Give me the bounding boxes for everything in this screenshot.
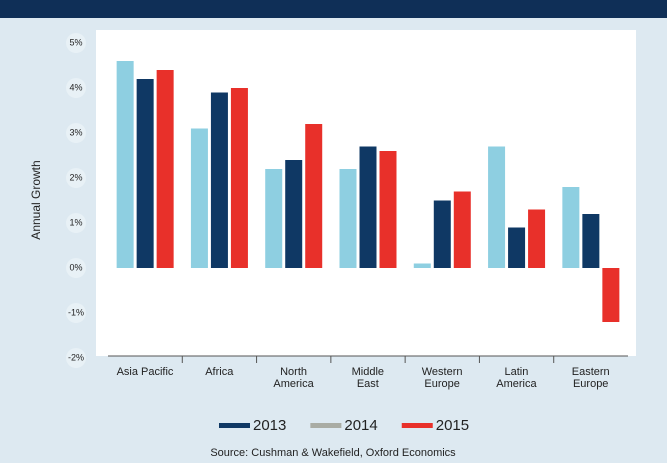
y-tick-label: 4%: [69, 82, 82, 92]
y-tick-badge: [66, 78, 86, 98]
x-tick-label: Asia Pacific: [116, 366, 174, 378]
y-tick-label: 2%: [69, 172, 82, 182]
y-tick-badge: [66, 33, 86, 53]
bar: [116, 61, 134, 268]
bar: [339, 169, 357, 268]
legend-swatch: [219, 423, 250, 428]
bar: [433, 200, 451, 268]
legend-swatch: [401, 423, 433, 428]
bar: [359, 146, 377, 268]
x-tick-label: Western Europe: [421, 366, 463, 390]
bar: [230, 88, 248, 268]
y-tick-label: 0%: [69, 262, 82, 272]
header-bar: [0, 0, 667, 18]
bar: [562, 187, 580, 268]
bar: [265, 169, 283, 268]
bar: [582, 214, 600, 268]
x-tick-label: Africa: [205, 366, 234, 378]
bar: [136, 79, 154, 268]
bar: [528, 209, 546, 268]
legend-label: 2015: [436, 417, 469, 434]
y-axis-label: Annual Growth: [29, 160, 43, 239]
y-tick-badge: [66, 213, 86, 233]
x-tick-label: Latin America: [496, 366, 537, 390]
bar: [413, 263, 431, 268]
y-tick-badge: [66, 303, 86, 323]
legend-swatch: [310, 423, 342, 428]
y-tick-label: -1%: [68, 307, 84, 317]
bar: [156, 70, 174, 268]
legend-label: 2013: [253, 417, 286, 434]
source: Source: Cushman & Wakefield, Oxford Econ…: [210, 447, 456, 459]
bar: [488, 146, 506, 268]
x-tick-label: Middle East: [351, 366, 385, 390]
bar: [190, 128, 208, 268]
x-tick-label: North America: [273, 366, 314, 390]
y-tick-label: -2%: [68, 352, 84, 362]
y-tick-badge: [66, 348, 86, 368]
y-tick-label: 1%: [69, 217, 82, 227]
y-tick-label: 5%: [69, 37, 82, 47]
bar: [210, 92, 228, 268]
bar: [379, 151, 397, 268]
y-tick-badge: [66, 258, 86, 278]
bar: [285, 160, 303, 268]
bar: [453, 191, 471, 268]
x-tick-label: Eastern Europe: [571, 366, 610, 390]
y-tick-badge: [66, 123, 86, 143]
y-tick-label: 3%: [69, 127, 82, 137]
bar: [508, 227, 526, 268]
y-tick-badge: [66, 168, 86, 188]
legend-label: 2014: [344, 417, 377, 434]
bar: [305, 124, 323, 268]
bar: [602, 268, 620, 322]
